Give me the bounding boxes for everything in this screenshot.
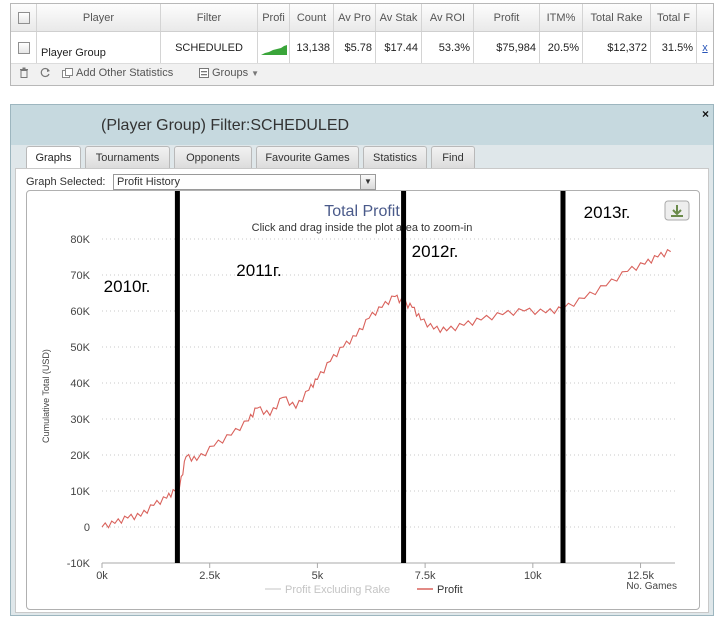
select-all-cell[interactable] xyxy=(11,4,37,31)
profit-chart-svg[interactable]: Total Profit Click and drag inside the p… xyxy=(27,183,699,609)
year-annotation: 2013г. xyxy=(584,203,631,222)
close-icon[interactable]: × xyxy=(701,107,709,121)
tab-opponents[interactable]: Opponents xyxy=(174,146,252,168)
grid-toolbar: Add Other Statistics Groups ▼ xyxy=(11,64,713,85)
col-header-av-stake[interactable]: Av Stak xyxy=(376,4,422,31)
col-header-total-f[interactable]: Total F xyxy=(651,4,697,31)
legend-profit-excluding-rake[interactable]: Profit Excluding Rake xyxy=(285,584,390,596)
tab-favourite-games[interactable]: Favourite Games xyxy=(256,146,359,168)
y-axis-ticks: 80K 70K 60K 50K 40K 30K 20K 10K 0 -10K xyxy=(67,234,91,570)
add-other-statistics-button[interactable]: Add Other Statistics xyxy=(62,67,173,79)
row-av-profit: $5.78 xyxy=(334,32,376,63)
y-tick-label: 60K xyxy=(70,306,90,318)
row-av-roi: 53.3% xyxy=(422,32,474,63)
graph-selected-label: Graph Selected: xyxy=(26,176,106,188)
y-tick-label: -10K xyxy=(67,558,91,570)
remove-row-link[interactable]: x xyxy=(702,41,708,54)
chart-gridlines xyxy=(102,238,675,564)
profit-series xyxy=(101,248,671,529)
y-tick-label: 10K xyxy=(70,486,90,498)
y-tick-label: 30K xyxy=(70,414,90,426)
year-annotations: 2010г. 2011г. 2012г. 2013г. xyxy=(104,203,631,296)
chart-title: Total Profit xyxy=(324,203,400,220)
x-tick-label: 10k xyxy=(524,570,542,582)
year-annotation: 2012г. xyxy=(412,242,459,261)
download-icon xyxy=(671,205,683,217)
col-header-itm[interactable]: ITM% xyxy=(540,4,583,31)
download-chart-button[interactable] xyxy=(664,200,690,221)
col-header-profit-graph[interactable]: Profi xyxy=(258,4,290,31)
y-tick-label: 0 xyxy=(84,522,90,534)
x-tick-label: 0k xyxy=(96,570,108,582)
col-header-player[interactable]: Player xyxy=(37,4,161,31)
x-axis-label: No. Games xyxy=(626,581,677,592)
chevron-down-icon[interactable]: ▼ xyxy=(360,175,375,189)
sparkline-icon xyxy=(260,44,287,55)
row-itm: 20.5% xyxy=(540,32,583,63)
y-tick-label: 80K xyxy=(70,234,90,246)
groups-label: Groups xyxy=(212,67,249,79)
col-header-actions xyxy=(697,4,713,31)
graph-select-value: Profit History xyxy=(117,176,180,188)
profit-chart[interactable]: Total Profit Click and drag inside the p… xyxy=(26,183,700,610)
tab-graphs[interactable]: Graphs xyxy=(26,146,81,169)
panel-header: (Player Group) Filter:SCHEDULED × xyxy=(11,105,713,145)
x-tick-label: 12.5k xyxy=(627,570,654,582)
col-header-filter[interactable]: Filter xyxy=(161,4,258,31)
col-header-total-rake[interactable]: Total Rake xyxy=(583,4,651,31)
row-profit: $75,984 xyxy=(474,32,540,63)
statistics-grid: Player Filter Profi Count Av Pro Av Stak… xyxy=(10,3,714,86)
y-tick-label: 70K xyxy=(70,270,90,282)
x-tick-label: 7.5k xyxy=(415,570,436,582)
row-av-stake: $17.44 xyxy=(376,32,422,63)
tab-find[interactable]: Find xyxy=(431,146,475,168)
row-select-cell[interactable] xyxy=(11,32,37,63)
panel-title: (Player Group) Filter:SCHEDULED xyxy=(101,117,350,134)
row-filter: SCHEDULED xyxy=(161,32,258,63)
groups-dropdown[interactable]: Groups ▼ xyxy=(199,67,259,79)
trash-icon[interactable] xyxy=(19,67,29,78)
col-header-av-profit[interactable]: Av Pro xyxy=(334,4,376,31)
row-profit-sparkline xyxy=(258,32,290,63)
graph-select[interactable]: Profit History ▼ xyxy=(113,174,376,190)
row-checkbox[interactable] xyxy=(17,41,30,54)
table-row[interactable]: Player Group SCHEDULED 13,138 $5.78 $17.… xyxy=(11,32,713,64)
year-dividers xyxy=(174,183,566,563)
row-count: 13,138 xyxy=(290,32,334,63)
chevron-down-icon: ▼ xyxy=(251,68,259,78)
year-annotation: 2010г. xyxy=(104,277,151,296)
tab-statistics[interactable]: Statistics xyxy=(363,146,427,168)
y-tick-label: 50K xyxy=(70,342,90,354)
add-stats-icon xyxy=(62,68,73,78)
y-tick-label: 20K xyxy=(70,450,90,462)
col-header-profit[interactable]: Profit xyxy=(474,4,540,31)
row-total-f: 31.5% xyxy=(651,32,697,63)
year-annotation: 2011г. xyxy=(236,261,281,280)
row-player: Player Group xyxy=(37,32,161,63)
x-tick-label: 5k xyxy=(312,570,324,582)
graphs-tab-content: Graph Selected: Profit History ▼ Total P… xyxy=(15,168,709,613)
x-tick-label: 2.5k xyxy=(199,570,220,582)
y-tick-label: 40K xyxy=(70,378,90,390)
col-header-av-roi[interactable]: Av ROI xyxy=(422,4,474,31)
tab-tournaments[interactable]: Tournaments xyxy=(85,146,170,168)
profit-line xyxy=(101,248,671,529)
groups-icon xyxy=(199,68,209,78)
row-total-rake: $12,372 xyxy=(583,32,651,63)
col-header-count[interactable]: Count xyxy=(290,4,334,31)
legend-profit[interactable]: Profit xyxy=(437,584,463,596)
chart-subtitle: Click and drag inside the plot area to z… xyxy=(252,222,473,234)
y-axis-label: Cumulative Total (USD) xyxy=(41,349,51,443)
refresh-icon[interactable] xyxy=(40,67,51,78)
grid-header: Player Filter Profi Count Av Pro Av Stak… xyxy=(11,4,713,32)
chart-legend: Profit Excluding Rake Profit xyxy=(265,584,463,596)
x-axis-ticks: 0k 2.5k 5k 7.5k 10k 12.5k xyxy=(96,563,654,582)
player-group-panel: (Player Group) Filter:SCHEDULED × Graphs… xyxy=(10,104,714,616)
add-other-statistics-label: Add Other Statistics xyxy=(76,67,174,79)
select-all-checkbox[interactable] xyxy=(17,11,30,24)
